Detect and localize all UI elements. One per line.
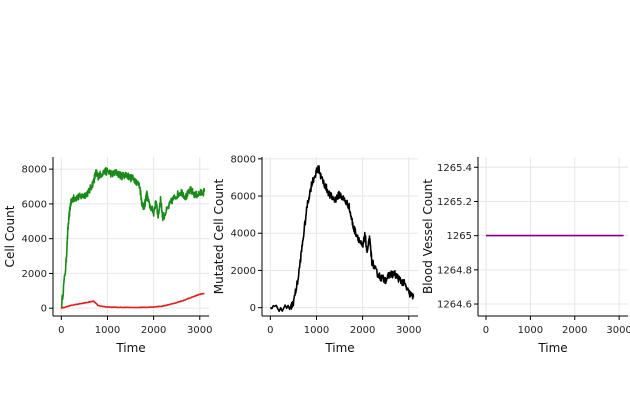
y-tick-label: 8000 [22, 165, 47, 176]
x-tick-label: 3000 [606, 325, 630, 336]
x-tick-label: 1000 [95, 325, 120, 336]
x-tick-label: 3000 [396, 325, 421, 336]
x-axis-title: Time [115, 341, 145, 355]
y-tick-label: 0 [250, 303, 256, 314]
y-tick-label: 2000 [231, 266, 256, 277]
series-line-1 [60, 167, 206, 310]
y-tick-label: 1265.4 [437, 163, 472, 174]
chart-2: 0 1000 2000 3000 0 2000 4000 6000 8000 Time Mutate… [212, 154, 421, 355]
y-axis-title: Blood Vessel Count [421, 179, 435, 294]
y-tick-label: 1265.2 [437, 197, 472, 208]
y-axis-title: Cell Count [3, 205, 17, 267]
x-tick-label: 0 [483, 325, 489, 336]
y-tick-label: 6000 [22, 199, 47, 210]
x-axis-title: Time [537, 341, 567, 355]
x-tick-label: 2000 [350, 325, 375, 336]
chart-3: 0 1000 2000 3000 1264.6 1264.8 1265 1265.2 1265.… [421, 157, 630, 355]
y-tick-label: 2000 [22, 269, 47, 280]
y-tick-label: 1265 [447, 231, 472, 242]
x-tick-label: 0 [267, 325, 273, 336]
x-tick-label: 1000 [304, 325, 329, 336]
y-tick-label: 6000 [231, 192, 256, 203]
x-tick-label: 3000 [187, 325, 212, 336]
y-tick-label: 4000 [22, 234, 47, 245]
y-tick-label: 1264.8 [437, 265, 472, 276]
x-tick-label: 0 [58, 325, 64, 336]
series-line-1 [269, 165, 415, 313]
y-axis-title: Mutated Cell Count [212, 178, 226, 294]
y-tick-label: 0 [41, 304, 47, 315]
y-tick-label: 8000 [231, 154, 256, 165]
series-line-2 [60, 292, 205, 309]
chart-1: 0 1000 2000 3000 0 2000 4000 6000 8000 Time Cell C… [3, 157, 212, 355]
x-axis-title: Time [324, 341, 354, 355]
x-tick-label: 2000 [562, 325, 587, 336]
y-tick-label: 1264.6 [437, 300, 472, 311]
x-tick-label: 1000 [518, 325, 543, 336]
x-tick-label: 2000 [141, 325, 166, 336]
y-tick-label: 4000 [231, 229, 256, 240]
